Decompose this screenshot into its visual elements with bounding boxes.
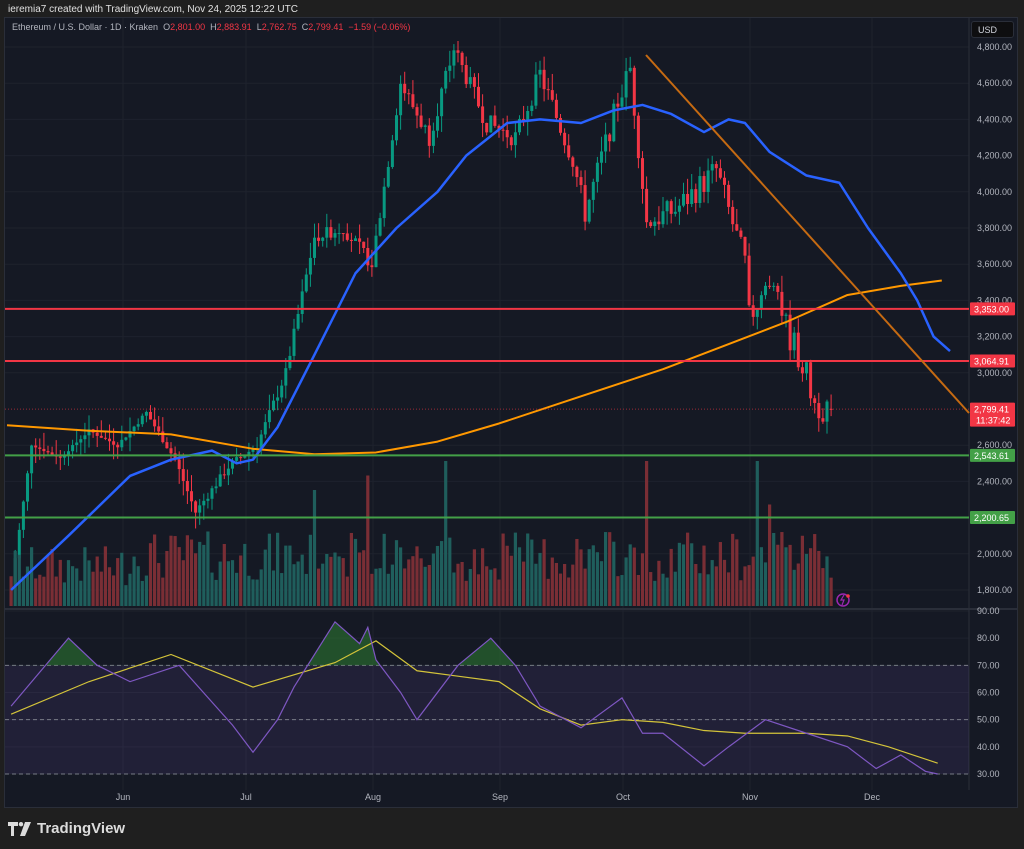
brand-name: TradingView xyxy=(37,820,126,837)
currency-button[interactable]: USD xyxy=(971,21,1014,38)
rsi-axis[interactable]: 90.00 80.00 70.00 60.00 50.00 40.00 30.00 xyxy=(977,606,1000,779)
grid xyxy=(5,18,969,790)
svg-text:3,800.00: 3,800.00 xyxy=(977,223,1012,233)
svg-text:2,200.65: 2,200.65 xyxy=(974,513,1009,523)
resistance-price-tag xyxy=(970,354,1015,368)
price-axis[interactable]: 4,800.00 4,600.00 4,400.00 4,200.00 4,000.00… xyxy=(977,42,1012,595)
svg-text:4,200.00: 4,200.00 xyxy=(977,151,1012,161)
svg-text:30.00: 30.00 xyxy=(977,769,1000,779)
last-price-tag xyxy=(970,402,1015,427)
svg-text:4,000.00: 4,000.00 xyxy=(977,187,1012,197)
rsi-line xyxy=(10,620,938,775)
svg-text:3,400.00: 3,400.00 xyxy=(977,295,1012,305)
tradingview-logo[interactable]: TradingView xyxy=(8,820,125,837)
volume-bars xyxy=(9,461,833,606)
svg-text:3,353.00: 3,353.00 xyxy=(974,304,1009,314)
rsi-band xyxy=(5,665,969,774)
candles xyxy=(9,41,833,589)
open-value: 2,801.00 xyxy=(170,22,206,32)
svg-text:4,800.00: 4,800.00 xyxy=(977,42,1012,52)
svg-text:2,600.00: 2,600.00 xyxy=(977,440,1012,450)
low-value: 2,762.75 xyxy=(261,22,297,32)
change-value: −1.59 (−0.06%) xyxy=(348,22,411,32)
lightning-alert-icon[interactable] xyxy=(836,593,850,607)
svg-text:3,200.00: 3,200.00 xyxy=(977,332,1012,342)
svg-text:Nov: Nov xyxy=(742,792,759,802)
slow-ma-line xyxy=(6,279,942,456)
svg-text:3,000.00: 3,000.00 xyxy=(977,368,1012,378)
svg-text:2,000.00: 2,000.00 xyxy=(977,549,1012,559)
svg-text:1,800.00: 1,800.00 xyxy=(977,585,1012,595)
svg-text:Jul: Jul xyxy=(240,792,252,802)
symbol-title[interactable]: Ethereum / U.S. Dollar · 1D · Kraken xyxy=(12,22,159,32)
support-price-tag xyxy=(970,448,1015,462)
svg-text:Jun: Jun xyxy=(116,792,131,802)
svg-text:50.00: 50.00 xyxy=(977,715,1000,725)
svg-text:70.00: 70.00 xyxy=(977,660,1000,670)
svg-text:2,543.61: 2,543.61 xyxy=(974,451,1009,461)
svg-text:80.00: 80.00 xyxy=(977,633,1000,643)
svg-text:40.00: 40.00 xyxy=(977,742,1000,752)
close-value: 2,799.41 xyxy=(308,22,344,32)
chart-credit: ieremia7 created with TradingView.com, N… xyxy=(8,4,298,15)
symbol-legend: Ethereum / U.S. Dollar · 1D · Kraken O2,… xyxy=(12,22,411,32)
fast-ema-line xyxy=(10,103,951,591)
svg-text:4,600.00: 4,600.00 xyxy=(977,78,1012,88)
rsi-overbought-fill xyxy=(11,621,938,666)
support-price-tag xyxy=(970,510,1015,524)
svg-text:60.00: 60.00 xyxy=(977,688,1000,698)
time-axis[interactable]: Jun Jul Aug Sep Oct Nov Dec xyxy=(116,792,881,802)
svg-text:2,799.41: 2,799.41 xyxy=(974,405,1009,415)
svg-text:2,400.00: 2,400.00 xyxy=(977,476,1012,486)
svg-text:Sep: Sep xyxy=(492,792,508,802)
high-value: 2,883.91 xyxy=(216,22,252,32)
svg-text:90.00: 90.00 xyxy=(977,606,1000,616)
tradingview-logo-icon xyxy=(8,821,31,836)
svg-text:3,064.91: 3,064.91 xyxy=(974,357,1009,367)
resistance-price-tag xyxy=(970,302,1015,316)
svg-text:Dec: Dec xyxy=(864,792,881,802)
svg-text:Aug: Aug xyxy=(365,792,381,802)
svg-text:3,600.00: 3,600.00 xyxy=(977,259,1012,269)
svg-text:4,400.00: 4,400.00 xyxy=(977,114,1012,124)
svg-text:Oct: Oct xyxy=(616,792,631,802)
svg-text:11:37:42: 11:37:42 xyxy=(976,416,1010,426)
downtrend-line[interactable] xyxy=(645,54,970,414)
